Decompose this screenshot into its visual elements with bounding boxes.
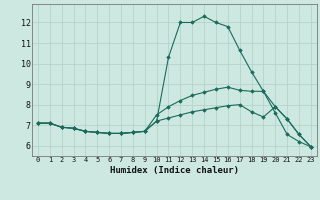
X-axis label: Humidex (Indice chaleur): Humidex (Indice chaleur) — [110, 166, 239, 175]
